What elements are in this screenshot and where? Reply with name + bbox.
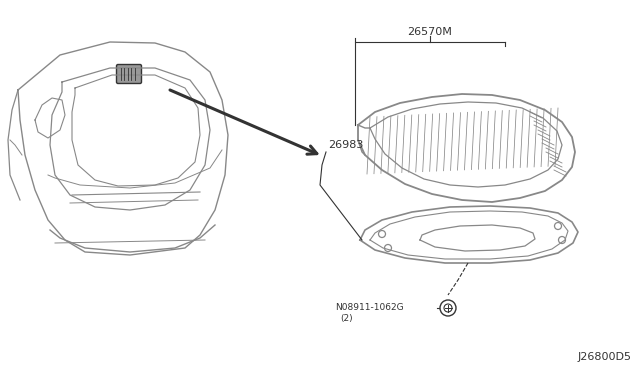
Text: (2): (2) — [340, 314, 353, 323]
Text: J26800D5: J26800D5 — [578, 352, 632, 362]
Text: 26983: 26983 — [328, 140, 364, 150]
Text: N08911-1062G: N08911-1062G — [335, 304, 404, 312]
Text: 26570M: 26570M — [408, 27, 452, 37]
FancyBboxPatch shape — [116, 64, 141, 83]
